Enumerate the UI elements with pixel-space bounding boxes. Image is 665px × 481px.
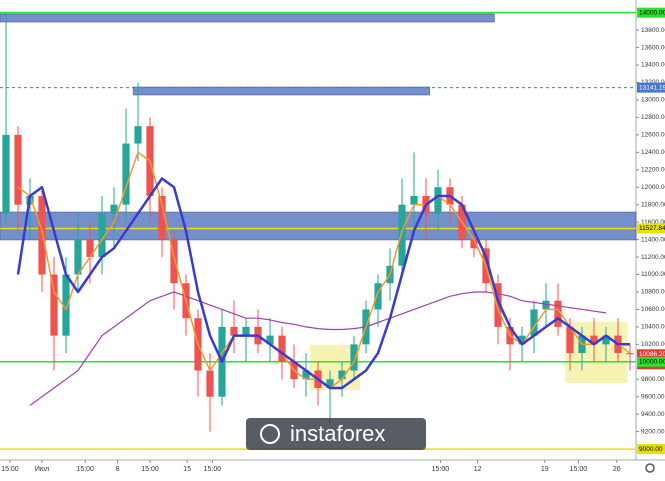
y-tick-label: 9600.00 — [641, 393, 665, 400]
y-tick-label: 13400.00 — [641, 62, 665, 69]
y-tick-label: 9200.00 — [641, 428, 665, 435]
y-tick-label: 10800.00 — [641, 289, 665, 296]
level-label: 10086.20 — [639, 351, 665, 358]
watermark-logo — [260, 424, 280, 444]
level-label-box — [637, 223, 665, 234]
candle-body — [170, 239, 178, 284]
level-label-box — [637, 444, 665, 455]
level-label: 11527.84 — [639, 225, 665, 232]
candle-body — [470, 239, 478, 249]
y-tick-label: 9800.00 — [641, 376, 665, 383]
y-tick-label: 12600.00 — [641, 132, 665, 139]
candle-body — [122, 143, 130, 205]
candle-body — [74, 239, 82, 275]
candle-body — [278, 335, 286, 362]
level-label-box — [637, 82, 665, 93]
zone — [0, 211, 637, 241]
candle-body — [530, 309, 538, 336]
candle-body — [266, 335, 274, 345]
candle-body — [62, 274, 70, 336]
candle-body — [206, 370, 214, 397]
candle-body — [350, 344, 358, 371]
candle-body — [566, 326, 574, 354]
watermark-box — [246, 418, 426, 450]
candle-body — [86, 239, 94, 258]
y-tick-label: 11400.00 — [641, 236, 665, 243]
y-tick-label: 13600.00 — [641, 44, 665, 51]
x-tick-label: 15 — [183, 466, 191, 473]
x-tick-label: 15:00 — [141, 466, 159, 473]
level-label: 13141.19 — [639, 84, 665, 91]
candle-body — [14, 134, 22, 205]
moving-average-line — [16, 177, 630, 390]
x-tick-label: 8 — [116, 466, 120, 473]
settings-gear[interactable] — [645, 463, 655, 473]
candle-body — [302, 370, 310, 380]
candle-body — [242, 326, 250, 336]
level-label: 14000.00 — [639, 9, 665, 16]
x-tick-label: 15:00 — [570, 466, 588, 473]
x-tick-label: 15:00 — [76, 466, 94, 473]
candle-body — [494, 283, 502, 327]
y-tick-label: 10400.00 — [641, 324, 665, 331]
level-label-box — [637, 7, 665, 18]
watermark-text: instaforex — [290, 421, 385, 446]
y-tick-label: 12000.00 — [641, 184, 665, 191]
candle-body — [626, 353, 634, 355]
y-tick-label: 13000.00 — [641, 97, 665, 104]
y-tick-label: 12200.00 — [641, 166, 665, 173]
candle-body — [50, 274, 58, 336]
x-tick-label: 26 — [613, 466, 621, 473]
candle-body — [326, 379, 334, 388]
y-tick-label: 11000.00 — [641, 271, 665, 278]
candle-body — [110, 204, 118, 214]
level-label-box — [637, 356, 665, 367]
candle-body — [542, 300, 550, 310]
y-tick-label: 13800.00 — [641, 27, 665, 34]
level-label-box — [637, 349, 665, 360]
y-tick-label: 9400.00 — [641, 411, 665, 418]
candle-body — [602, 335, 610, 345]
y-tick-label: 11800.00 — [641, 201, 665, 208]
y-tick-label: 12800.00 — [641, 114, 665, 121]
candle-body — [2, 134, 10, 214]
x-tick-label: 12 — [474, 466, 482, 473]
candle-body — [434, 187, 442, 214]
settings-icon[interactable] — [645, 463, 655, 473]
watermark: instaforex — [246, 418, 426, 450]
moving-average-line — [29, 291, 607, 406]
level-label: 9000.00 — [639, 446, 663, 453]
x-tick-label: 15:00 — [1, 466, 19, 473]
candle-body — [410, 195, 418, 205]
candle-body — [338, 370, 346, 380]
y-tick-label: 10200.00 — [641, 341, 665, 348]
y-tick-label: 10600.00 — [641, 306, 665, 313]
y-tick-label: 11600.00 — [641, 219, 665, 226]
candle-body — [374, 283, 382, 310]
candle-body — [134, 126, 142, 144]
x-tick-label: Июл — [35, 466, 49, 473]
candle-body — [590, 335, 598, 345]
zone — [0, 13, 495, 23]
candle-body — [554, 300, 562, 327]
x-tick-label: 15:00 — [432, 466, 450, 473]
candle-body — [38, 195, 46, 275]
y-tick-label: 12400.00 — [641, 149, 665, 156]
plot-area — [0, 11, 637, 450]
candle-body — [398, 204, 406, 266]
zone — [132, 86, 430, 96]
candle-body — [518, 335, 526, 345]
level-label: 10000.00 — [639, 359, 665, 366]
x-tick-label: 19 — [541, 466, 549, 473]
x-tick-label: 15:00 — [204, 466, 222, 473]
candle-body — [158, 195, 166, 240]
y-tick-label: 11200.00 — [641, 254, 665, 261]
candle-body — [230, 326, 238, 336]
candle-body — [98, 213, 106, 258]
